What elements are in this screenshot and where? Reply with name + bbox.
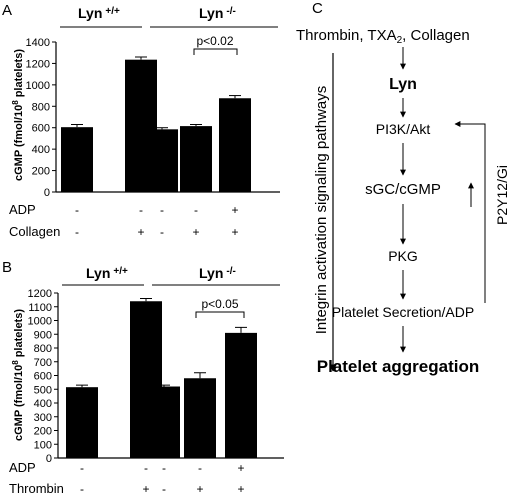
panel-b-y-tick-label: 200: [34, 426, 52, 438]
panel-b-group1-label: Lyn +/+: [86, 265, 128, 281]
panel-a-y-tick-label: 600: [32, 123, 50, 135]
panel-b-bar: [225, 332, 257, 458]
panel-b-y-tick-label: 900: [34, 329, 52, 341]
panel-b-condition-mark: +: [237, 461, 244, 475]
panel-a-significance-label: p<0.02: [196, 34, 233, 48]
panel-b-condition-marks: - - - - +- + - + +: [80, 461, 245, 496]
panel-a-condition-mark: -: [194, 203, 198, 217]
panel-a-condition-mark: +: [231, 203, 238, 217]
panel-b-condition-mark: -: [144, 461, 148, 475]
panel-a: A Lyn +/+ Lyn -/- cGMP (fmol/108 platelets…: [2, 2, 280, 239]
panel-b-y-tick-label: 1100: [28, 302, 52, 314]
panel-c-letter: C: [312, 0, 323, 17]
panel-a-y-tick-label: 200: [32, 166, 50, 178]
panel-a-condition-mark: +: [137, 225, 144, 239]
panel-b-condition-mark: -: [162, 482, 166, 496]
panel-b-y-tick-label: 500: [34, 384, 52, 396]
node-platelet-aggregation: Platelet aggregation: [317, 357, 479, 376]
panel-a-condition-mark: -: [75, 203, 79, 217]
panel-b-y-tick-label: 1000: [28, 316, 52, 328]
panel-b-condition-mark: -: [198, 461, 202, 475]
panel-b-y-tick-label: 700: [34, 357, 52, 369]
panel-b-group2-label: Lyn -/-: [199, 265, 236, 281]
panel-b: B Lyn +/+ Lyn -/- cGMP (fmol/108 platelets…: [2, 259, 284, 496]
panel-b-significance-label: p<0.05: [201, 297, 238, 311]
node-sgc-cgmp: sGC/cGMP: [365, 181, 441, 198]
panel-a-y-tick-label: 400: [32, 144, 50, 156]
panel-a-y-axis-label: cGMP (fmol/108 platelets): [11, 49, 25, 181]
panel-a-row1-label: ADP: [9, 202, 36, 217]
p2y12-gi-label: P2Y12/Gi: [494, 165, 510, 225]
panel-b-letter: B: [2, 259, 12, 276]
panel-a-condition-mark: -: [139, 203, 143, 217]
node-pkg: PKG: [388, 248, 418, 264]
integrin-pathway-label: Integrin activation signaling pathways: [313, 86, 330, 334]
panel-a-axis: 0 200 400 600 800 1000 1200 1400: [26, 37, 280, 199]
panel-a-bars: [61, 56, 251, 192]
agonists-label: Thrombin, TXA2, Collagen: [296, 27, 470, 46]
panel-b-condition-mark: +: [237, 482, 244, 496]
panel-a-significance-bracket: [193, 48, 238, 55]
panel-a-y-tick-label: 1000: [26, 80, 50, 92]
panel-a-condition-mark: -: [160, 225, 164, 239]
panel-a-condition-mark: -: [75, 225, 79, 239]
panel-b-bars: [66, 298, 257, 458]
panel-a-condition-mark: +: [192, 225, 199, 239]
panel-a-y-tick-label: 1200: [26, 58, 50, 70]
panel-b-condition-mark: -: [80, 482, 84, 496]
panel-b-y-axis-label: cGMP (fmol/108 platelets): [11, 309, 25, 441]
panel-a-condition-marks: - - - - + - + - + +: [75, 203, 239, 239]
panel-b-condition-mark: -: [162, 461, 166, 475]
panel-b-significance-bracket: [195, 311, 245, 318]
node-lyn: Lyn: [389, 76, 417, 93]
node-pi3k-akt: PI3K/Akt: [376, 121, 431, 137]
panel-a-group1-label: Lyn +/+: [78, 5, 120, 21]
node-platelet-secretion: Platelet Secretion/ADP: [332, 304, 474, 320]
panel-b-y-tick-label: 300: [34, 412, 52, 424]
panel-a-bar: [61, 127, 93, 192]
panel-a-letter: A: [2, 2, 12, 19]
panel-b-condition-mark: +: [196, 482, 203, 496]
panel-a-y-tick-label: 1400: [26, 37, 50, 49]
panel-b-condition-mark: +: [142, 482, 149, 496]
panel-b-y-tick-label: 0: [46, 453, 52, 465]
panel-a-bar: [180, 126, 212, 192]
panel-a-row2-label: Collagen: [9, 224, 60, 239]
panel-b-bar: [184, 378, 216, 458]
panel-c: C Thrombin, TXA2, Collagen Lyn PI3K/Akt …: [296, 0, 510, 376]
panel-b-y-tick-label: 100: [34, 439, 52, 451]
panel-b-y-tick-label: 1200: [28, 288, 52, 300]
panel-b-row2-label: Thrombin: [9, 481, 64, 496]
panel-a-condition-mark: -: [160, 203, 164, 217]
panel-b-bar: [148, 386, 180, 458]
panel-a-bar: [146, 129, 178, 192]
panel-b-row1-label: ADP: [9, 460, 36, 475]
panel-a-y-tick-label: 0: [44, 187, 50, 199]
panel-b-y-tick-label: 400: [34, 398, 52, 410]
panel-b-condition-mark: -: [80, 461, 84, 475]
panel-a-condition-mark: +: [231, 225, 238, 239]
panel-b-bar: [66, 387, 98, 458]
panel-a-bar: [219, 98, 251, 192]
panel-b-y-tick-label: 800: [34, 343, 52, 355]
panel-b-y-tick-label: 600: [34, 371, 52, 383]
panel-a-y-tick-label: 800: [32, 101, 50, 113]
panel-a-group2-label: Lyn -/-: [199, 5, 236, 21]
arrow-feedback-loop: [454, 121, 486, 303]
